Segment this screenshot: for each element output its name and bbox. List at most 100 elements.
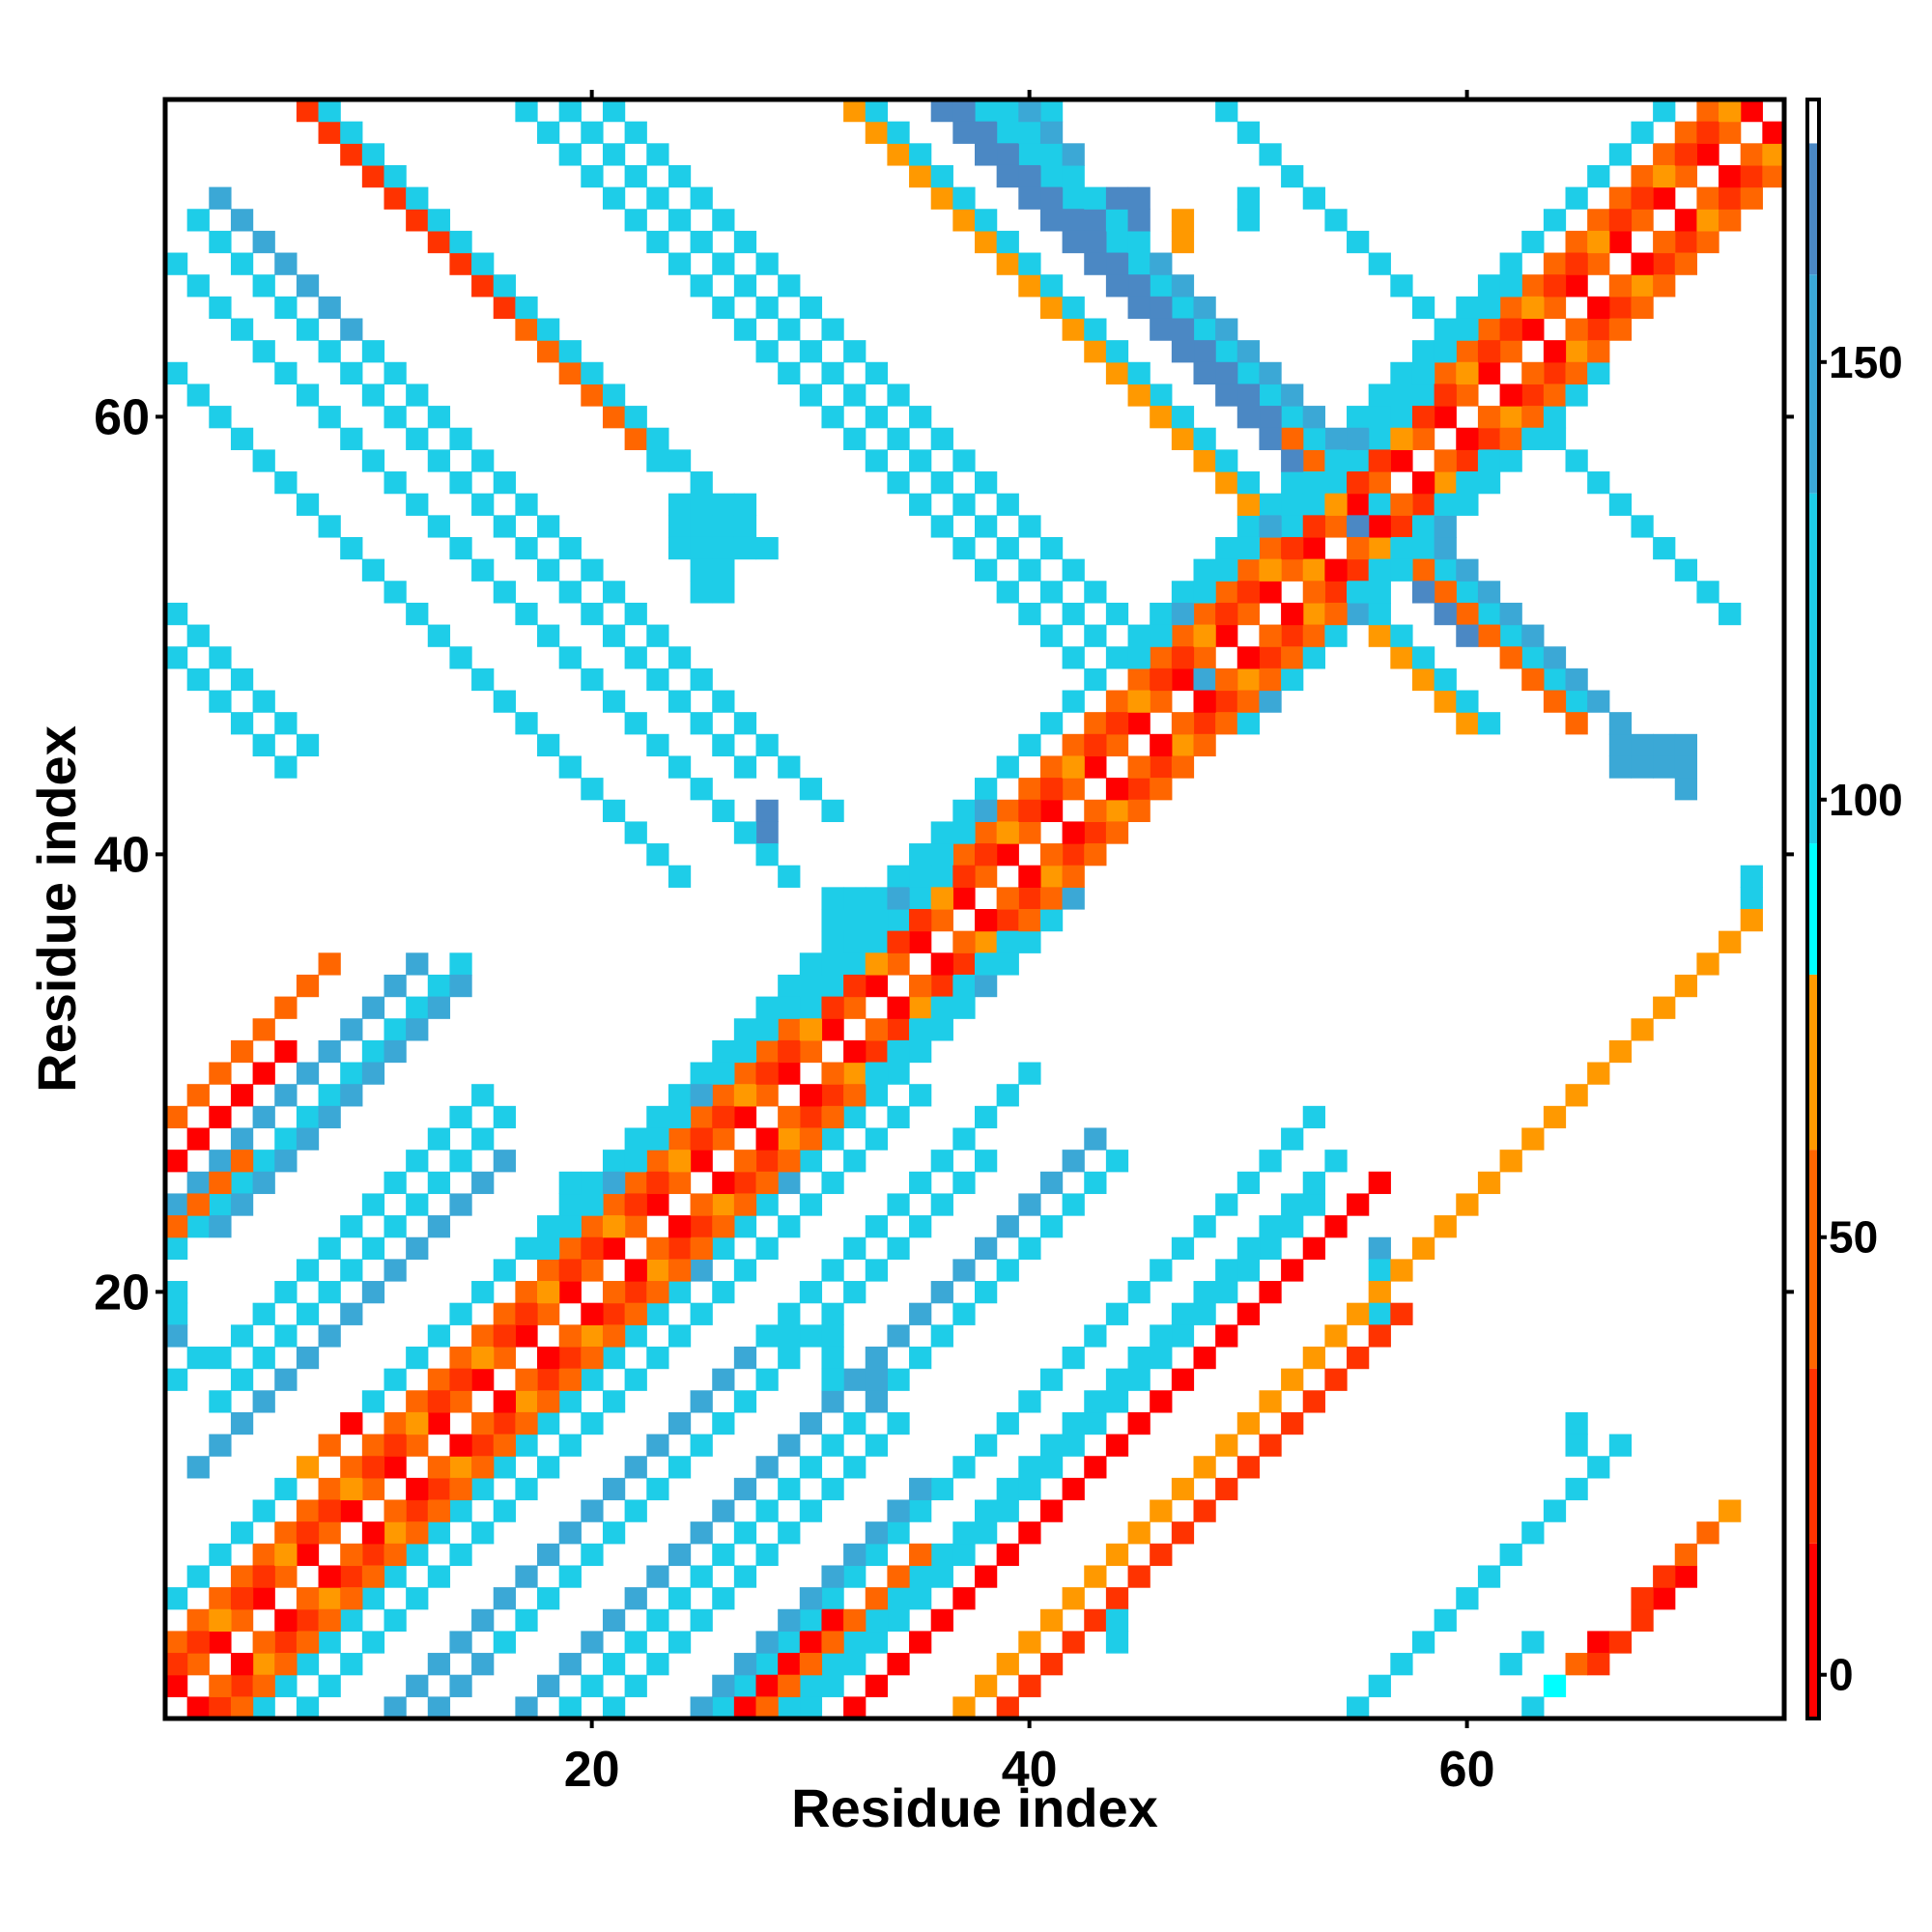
heatmap-cell xyxy=(1215,668,1238,692)
heatmap-cell xyxy=(1084,755,1107,779)
heatmap-cell xyxy=(1390,274,1413,298)
heatmap-cell xyxy=(602,1653,626,1676)
heatmap-cell xyxy=(821,952,844,976)
heatmap-cell xyxy=(1215,1434,1238,1457)
heatmap-cell xyxy=(274,1631,298,1654)
heatmap-cell xyxy=(1281,1193,1304,1216)
heatmap-cell xyxy=(1105,274,1129,298)
heatmap-cell xyxy=(778,974,801,998)
heatmap-cell xyxy=(1411,471,1435,495)
heatmap-cell xyxy=(602,1346,626,1370)
heatmap-cell xyxy=(996,143,1019,166)
heatmap-cell xyxy=(909,164,932,188)
heatmap-cell xyxy=(799,384,823,407)
heatmap-cell xyxy=(493,1324,516,1348)
heatmap-cell xyxy=(1171,1521,1195,1545)
heatmap-cell xyxy=(1171,1324,1195,1348)
heatmap-cell xyxy=(1302,624,1325,647)
heatmap-cell xyxy=(624,1368,647,1391)
heatmap-cell xyxy=(165,1324,188,1348)
heatmap-cell xyxy=(1018,930,1041,953)
heatmap-cell xyxy=(1281,1411,1304,1435)
heatmap-cell xyxy=(449,974,472,998)
heatmap-cell xyxy=(558,1653,582,1676)
heatmap-cell xyxy=(1215,318,1238,341)
heatmap-cell xyxy=(1236,384,1261,407)
heatmap-cell xyxy=(1499,624,1522,647)
heatmap-cell xyxy=(821,996,844,1019)
heatmap-cell xyxy=(361,558,385,582)
heatmap-cell xyxy=(1477,602,1501,626)
heatmap-cell xyxy=(1324,602,1348,626)
heatmap-cell xyxy=(1521,318,1545,341)
heatmap-cell xyxy=(1193,581,1216,604)
heatmap-cell xyxy=(930,427,953,450)
heatmap-cell xyxy=(1062,209,1085,232)
heatmap-cell xyxy=(799,1674,823,1697)
heatmap-cell xyxy=(799,1281,823,1304)
heatmap-cell xyxy=(230,1565,254,1588)
heatmap-cell xyxy=(755,1631,779,1654)
heatmap-cell xyxy=(1324,493,1348,516)
heatmap-cell xyxy=(230,1193,254,1216)
heatmap-cell xyxy=(1039,778,1064,801)
heatmap-cell xyxy=(1150,274,1173,298)
heatmap-cell xyxy=(1565,186,1588,210)
heatmap-cell xyxy=(865,1521,889,1545)
heatmap-cell xyxy=(165,361,188,385)
heatmap-cell xyxy=(1390,624,1413,647)
heatmap-cell xyxy=(340,1302,363,1325)
colorbar-segment xyxy=(1807,843,1819,975)
heatmap-cell xyxy=(646,1105,669,1129)
colorbar-tick-label: 0 xyxy=(1829,1650,1854,1700)
heatmap-cell xyxy=(778,1434,801,1457)
heatmap-cell xyxy=(1171,1477,1195,1501)
heatmap-cell xyxy=(296,493,320,516)
heatmap-cell xyxy=(318,1674,341,1697)
heatmap-cell xyxy=(361,1587,385,1610)
colorbar-segment xyxy=(1807,1543,1819,1719)
heatmap-cell xyxy=(712,1084,735,1107)
heatmap-cell xyxy=(1193,318,1216,341)
heatmap-cell xyxy=(887,930,910,953)
heatmap-cell xyxy=(1062,318,1085,341)
heatmap-cell xyxy=(1631,1018,1654,1041)
heatmap-cell xyxy=(975,1150,998,1173)
heatmap-cell xyxy=(384,1039,407,1064)
heatmap-cell xyxy=(581,121,604,144)
heatmap-cell xyxy=(624,1302,647,1325)
heatmap-cell xyxy=(230,1368,254,1391)
heatmap-cell xyxy=(558,1281,582,1304)
heatmap-cell xyxy=(186,1346,210,1370)
heatmap-cell xyxy=(581,384,604,407)
heatmap-cell xyxy=(340,1608,363,1633)
heatmap-cell xyxy=(1105,602,1129,626)
heatmap-cell xyxy=(865,887,889,910)
heatmap-cell xyxy=(1434,1215,1457,1238)
heatmap-cell xyxy=(1608,493,1633,516)
heatmap-cell xyxy=(1193,602,1216,626)
heatmap-cell xyxy=(406,996,429,1019)
heatmap-cell xyxy=(1018,1674,1041,1697)
heatmap-cell xyxy=(1018,778,1041,801)
heatmap-cell xyxy=(1608,712,1633,735)
heatmap-cell xyxy=(406,493,429,516)
heatmap-cell xyxy=(887,143,910,166)
heatmap-cell xyxy=(1150,690,1173,713)
heatmap-cell xyxy=(712,1215,735,1238)
heatmap-cell xyxy=(1411,581,1435,604)
heatmap-cell xyxy=(843,427,867,450)
heatmap-cell xyxy=(778,1302,801,1325)
heatmap-cell xyxy=(1105,821,1129,844)
colorbar-tick-label: 50 xyxy=(1829,1212,1878,1263)
heatmap-cell xyxy=(1499,384,1522,407)
heatmap-cell xyxy=(865,1368,889,1391)
heatmap-cell xyxy=(1543,384,1567,407)
heatmap-cell xyxy=(1368,624,1391,647)
heatmap-cell xyxy=(1587,252,1610,275)
heatmap-cell xyxy=(1215,1259,1238,1282)
heatmap-cell xyxy=(799,1653,823,1676)
heatmap-cell xyxy=(952,799,976,823)
heatmap-cell xyxy=(230,1411,254,1435)
heatmap-cell xyxy=(668,1105,692,1129)
